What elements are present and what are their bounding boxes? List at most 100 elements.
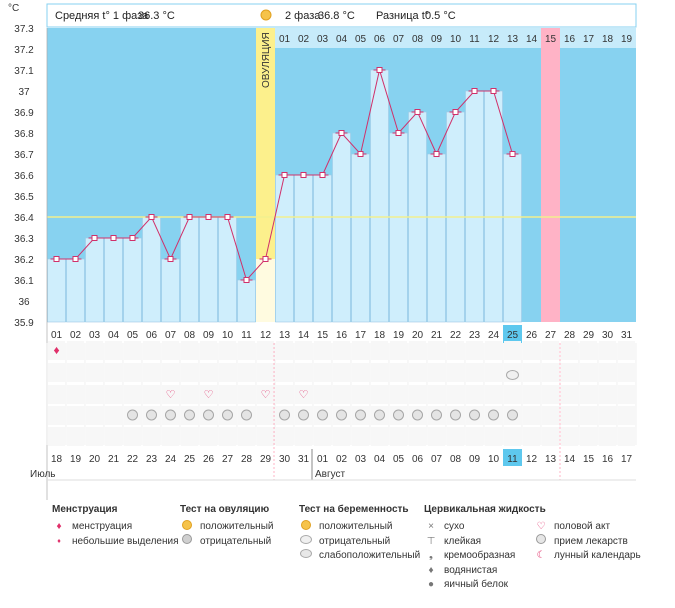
legend-item: отрицательный xyxy=(319,535,391,547)
marker-cell xyxy=(257,406,274,425)
marker-cell xyxy=(48,427,65,446)
marker-cell xyxy=(466,427,483,446)
temperature-point xyxy=(319,172,326,178)
legend-menstruation: Менструация ♦ менструация ♦ небольшие выде… xyxy=(52,503,179,549)
y-tick-label: 36 xyxy=(18,297,30,308)
marker-cell xyxy=(314,385,331,404)
phase1-label: Средняя t° 1 фаза xyxy=(55,10,149,22)
marker-cell xyxy=(599,406,616,425)
marker-cell xyxy=(390,427,407,446)
legend-item: положительный xyxy=(200,521,274,533)
marker-cell xyxy=(333,341,350,360)
legend-item: отрицательный xyxy=(200,535,272,547)
temperature-point xyxy=(376,67,383,73)
cycle-day-label: 18 xyxy=(374,330,386,341)
phase1-value: 36.3 °C xyxy=(138,10,175,22)
temperature-bar xyxy=(503,153,522,323)
calendar-date: 26 xyxy=(203,454,215,465)
marker-cell xyxy=(352,363,369,382)
pill-icon xyxy=(431,409,442,421)
marker-cell xyxy=(200,341,217,360)
cycle-day-label: 10 xyxy=(222,330,234,341)
header-bar xyxy=(46,3,637,28)
sun-icon xyxy=(260,9,272,21)
marker-cell xyxy=(466,363,483,382)
marker-cell xyxy=(86,385,103,404)
cycle-day-label: 29 xyxy=(583,330,595,341)
heart-icon: ♡ xyxy=(299,389,309,401)
calendar-date: 07 xyxy=(431,454,443,465)
marker-cell xyxy=(162,363,179,382)
marker-cell xyxy=(67,341,84,360)
cycle-day-label: 31 xyxy=(621,330,633,341)
marker-cell xyxy=(86,363,103,382)
y-tick-label: 35.9 xyxy=(14,318,34,329)
marker-cell xyxy=(409,363,426,382)
pill-icon xyxy=(534,534,548,549)
pregnancy-positive-icon xyxy=(299,519,313,535)
calendar-date: 01 xyxy=(317,454,329,465)
temperature-point xyxy=(205,214,212,220)
temperature-bar xyxy=(218,216,237,323)
cycle-day-label: 03 xyxy=(89,330,101,341)
marker-cell xyxy=(504,341,521,360)
legend-item: клейкая xyxy=(444,535,482,547)
marker-cell xyxy=(200,363,217,382)
pill-icon xyxy=(374,409,385,421)
temperature-bar xyxy=(294,174,313,323)
marker-cell xyxy=(48,341,65,360)
calendar-date: 11 xyxy=(507,454,518,465)
marker-cell xyxy=(561,385,578,404)
marker-cell xyxy=(485,427,502,446)
marker-cell xyxy=(561,341,578,360)
marker-cell xyxy=(599,427,616,446)
highlight-day-cell xyxy=(503,325,522,343)
temperature-point xyxy=(433,151,440,157)
creamy-icon: ❟ xyxy=(429,550,433,562)
marker-cell xyxy=(618,427,635,446)
pregnancy-negative-icon xyxy=(299,534,313,549)
phase2-day-label: 03 xyxy=(317,34,329,45)
marker-cell xyxy=(105,363,122,382)
pill-icon xyxy=(412,409,423,421)
marker-cell xyxy=(599,385,616,404)
marker-cell xyxy=(428,341,445,360)
pill-icon xyxy=(146,409,157,421)
cycle-day-label: 12 xyxy=(260,330,272,341)
marker-cell xyxy=(162,427,179,446)
marker-cell xyxy=(257,341,274,360)
legend-item: водянистая xyxy=(444,564,498,576)
sticky-icon: ⊤ xyxy=(426,535,436,547)
phase2-day-label: 19 xyxy=(621,34,633,45)
y-tick-label: 36.1 xyxy=(14,276,34,287)
legend-item: яичный белок xyxy=(444,579,509,591)
marker-cell xyxy=(447,363,464,382)
cycle-day-label: 20 xyxy=(412,330,424,341)
y-tick-label: 37 xyxy=(18,87,30,98)
marker-cell xyxy=(238,363,255,382)
temperature-bar xyxy=(332,132,351,323)
y-tick-label: 36.4 xyxy=(14,213,34,224)
marker-cell xyxy=(371,385,388,404)
ovulation-bar xyxy=(256,259,275,322)
marker-cell xyxy=(124,341,141,360)
marker-cell xyxy=(523,385,540,404)
pill-icon xyxy=(317,409,328,421)
temperature-point xyxy=(414,109,421,115)
heart-icon: ♡ xyxy=(204,389,214,401)
marker-cell xyxy=(181,385,198,404)
temperature-bar xyxy=(351,153,370,323)
marker-cell xyxy=(561,406,578,425)
temperature-point xyxy=(110,235,117,241)
temperature-point xyxy=(262,256,269,262)
marker-cell xyxy=(295,385,312,404)
temperature-bar xyxy=(313,174,332,323)
marker-cell xyxy=(618,363,635,382)
cycle-day-label: 30 xyxy=(602,330,614,341)
marker-cell xyxy=(542,341,559,360)
calendar-date: 15 xyxy=(583,454,595,465)
marker-cell xyxy=(390,385,407,404)
phase2-day-label: 05 xyxy=(355,34,367,45)
legend-item: слабоположительный xyxy=(319,550,421,562)
marker-cell xyxy=(561,427,578,446)
